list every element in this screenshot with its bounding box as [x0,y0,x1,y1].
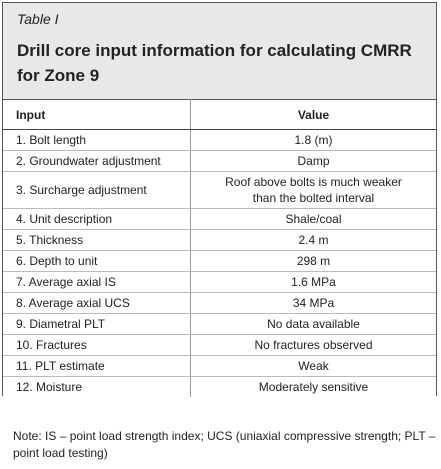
input-cell: 9. Diametral PLT [3,313,191,335]
data-table: Input Value 1. Bolt length 1.8 (m) 2. Grou… [3,99,436,397]
value-cell: Damp [190,150,436,172]
value-text: 298 m [296,254,331,268]
input-cell: 3. Surcharge adjustment [3,171,191,209]
table-row: 10. Fractures No fractures observed [3,334,436,356]
value-cell: 2.4 m [190,229,436,251]
table-row: 2. Groundwater adjustment Damp [3,150,436,172]
value-text: Moderately sensitive [258,380,369,394]
input-cell: 7. Average axial IS [3,271,191,293]
table-body: 1. Bolt length 1.8 (m) 2. Groundwater adju… [3,129,437,398]
value-text: 2.4 m [298,233,329,247]
input-cell: 8. Average axial UCS [3,292,191,314]
value-text: Damp [297,154,330,168]
input-cell: 6. Depth to unit [3,250,191,272]
table-row: 7. Average axial IS 1.6 MPa [3,271,436,293]
value-text: Shale/coal [285,212,342,226]
value-cell: Weak [190,355,436,377]
input-cell: 5. Thickness [3,229,191,251]
table-row: 8. Average axial UCS 34 MPa [3,292,436,314]
input-cell: 4. Unit description [3,208,191,230]
value-text: Roof above bolts is much weaker than the… [225,175,402,205]
header-row: Input Value [3,99,436,130]
value-text: No fractures observed [254,338,373,352]
column-header: Input [3,99,191,130]
column-header: Value [190,99,436,130]
value-cell: Roof above bolts is much weaker than the… [190,171,436,209]
table-row: 9. Diametral PLT No data available [3,313,436,335]
input-cell: 2. Groundwater adjustment [3,150,191,172]
input-cell: 12. Moisture [3,376,191,397]
value-cell: No data available [190,313,436,335]
value-cell: Moderately sensitive [191,377,437,398]
value-text: No data available [267,317,360,331]
value-text: 34 MPa [292,296,335,310]
table-row: 3. Surcharge adjustment Roof above bolts … [3,171,436,209]
input-cell: 11. PLT estimate [3,355,191,377]
table-note: Note: IS – point load strength index; UC… [13,429,436,460]
value-cell: Shale/coal [190,208,436,230]
table-row: 4. Unit description Shale/coal [3,208,436,230]
value-text: 1.8 (m) [294,133,333,147]
value-text: 1.6 MPa [291,275,336,289]
table-panel: Table I Drill core input information for… [2,2,437,397]
table-row: 1. Bolt length 1.8 (m) [3,129,436,151]
table-row: 12. Moisture Moderately sensitive [3,376,437,398]
table-row: 11. PLT estimate Weak [3,355,436,377]
table-row: 5. Thickness 2.4 m [3,229,436,251]
table-row: 6. Depth to unit 298 m [3,250,436,272]
value-cell: No fractures observed [190,334,436,356]
table-label: Table I [17,11,59,27]
input-cell: 10. Fractures [3,334,191,356]
value-cell: 1.6 MPa [190,271,436,293]
value-cell: 1.8 (m) [190,129,436,151]
value-cell: 298 m [190,250,436,272]
value-cell: 34 MPa [190,292,436,314]
input-cell: 1. Bolt length [3,129,191,151]
table-title: Drill core input information for calcula… [17,41,412,85]
value-text: Weak [298,359,329,373]
